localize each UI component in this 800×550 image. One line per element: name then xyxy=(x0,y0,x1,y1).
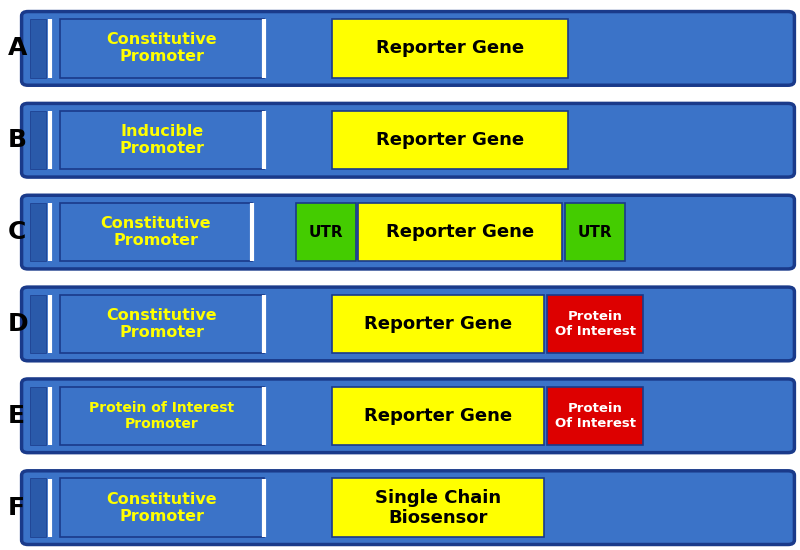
Bar xyxy=(60,111,264,169)
Bar xyxy=(332,295,544,353)
Bar xyxy=(30,19,46,78)
Bar xyxy=(30,478,46,537)
Bar xyxy=(30,111,46,169)
Text: Reporter Gene: Reporter Gene xyxy=(364,407,512,425)
Text: Reporter Gene: Reporter Gene xyxy=(376,131,524,149)
Text: Protein
Of Interest: Protein Of Interest xyxy=(554,402,636,430)
Text: Constitutive
Promoter: Constitutive Promoter xyxy=(106,308,218,340)
Text: B: B xyxy=(8,128,27,152)
Text: C: C xyxy=(8,220,26,244)
FancyBboxPatch shape xyxy=(22,379,794,453)
Bar xyxy=(60,387,264,445)
Text: Reporter Gene: Reporter Gene xyxy=(386,223,534,241)
Bar xyxy=(60,478,264,537)
Text: Constitutive
Promoter: Constitutive Promoter xyxy=(106,492,218,524)
Bar xyxy=(30,295,46,353)
Bar xyxy=(60,19,264,78)
Bar xyxy=(358,203,562,261)
Bar xyxy=(30,203,46,261)
Text: Single Chain
Biosensor: Single Chain Biosensor xyxy=(375,488,501,527)
Text: Reporter Gene: Reporter Gene xyxy=(376,40,524,57)
Text: Protein
Of Interest: Protein Of Interest xyxy=(554,310,636,338)
Text: UTR: UTR xyxy=(309,224,343,240)
Text: Reporter Gene: Reporter Gene xyxy=(364,315,512,333)
Bar xyxy=(547,295,643,353)
FancyBboxPatch shape xyxy=(22,287,794,361)
Text: UTR: UTR xyxy=(578,224,612,240)
Text: Constitutive
Promoter: Constitutive Promoter xyxy=(106,32,218,64)
Bar xyxy=(547,387,643,445)
Text: D: D xyxy=(8,312,29,336)
Bar xyxy=(296,203,356,261)
Bar xyxy=(60,295,264,353)
Bar xyxy=(30,387,46,445)
Text: A: A xyxy=(8,36,27,60)
FancyBboxPatch shape xyxy=(22,103,794,177)
Bar xyxy=(332,111,568,169)
Text: E: E xyxy=(8,404,25,428)
Bar xyxy=(565,203,625,261)
FancyBboxPatch shape xyxy=(22,471,794,544)
FancyBboxPatch shape xyxy=(22,12,794,85)
Bar xyxy=(332,478,544,537)
Bar xyxy=(332,387,544,445)
FancyBboxPatch shape xyxy=(22,195,794,269)
Text: F: F xyxy=(8,496,25,520)
Text: Protein of Interest
Promoter: Protein of Interest Promoter xyxy=(90,401,234,431)
Bar xyxy=(332,19,568,78)
Bar xyxy=(60,203,252,261)
Text: Inducible
Promoter: Inducible Promoter xyxy=(119,124,205,156)
Text: Constitutive
Promoter: Constitutive Promoter xyxy=(101,216,211,248)
